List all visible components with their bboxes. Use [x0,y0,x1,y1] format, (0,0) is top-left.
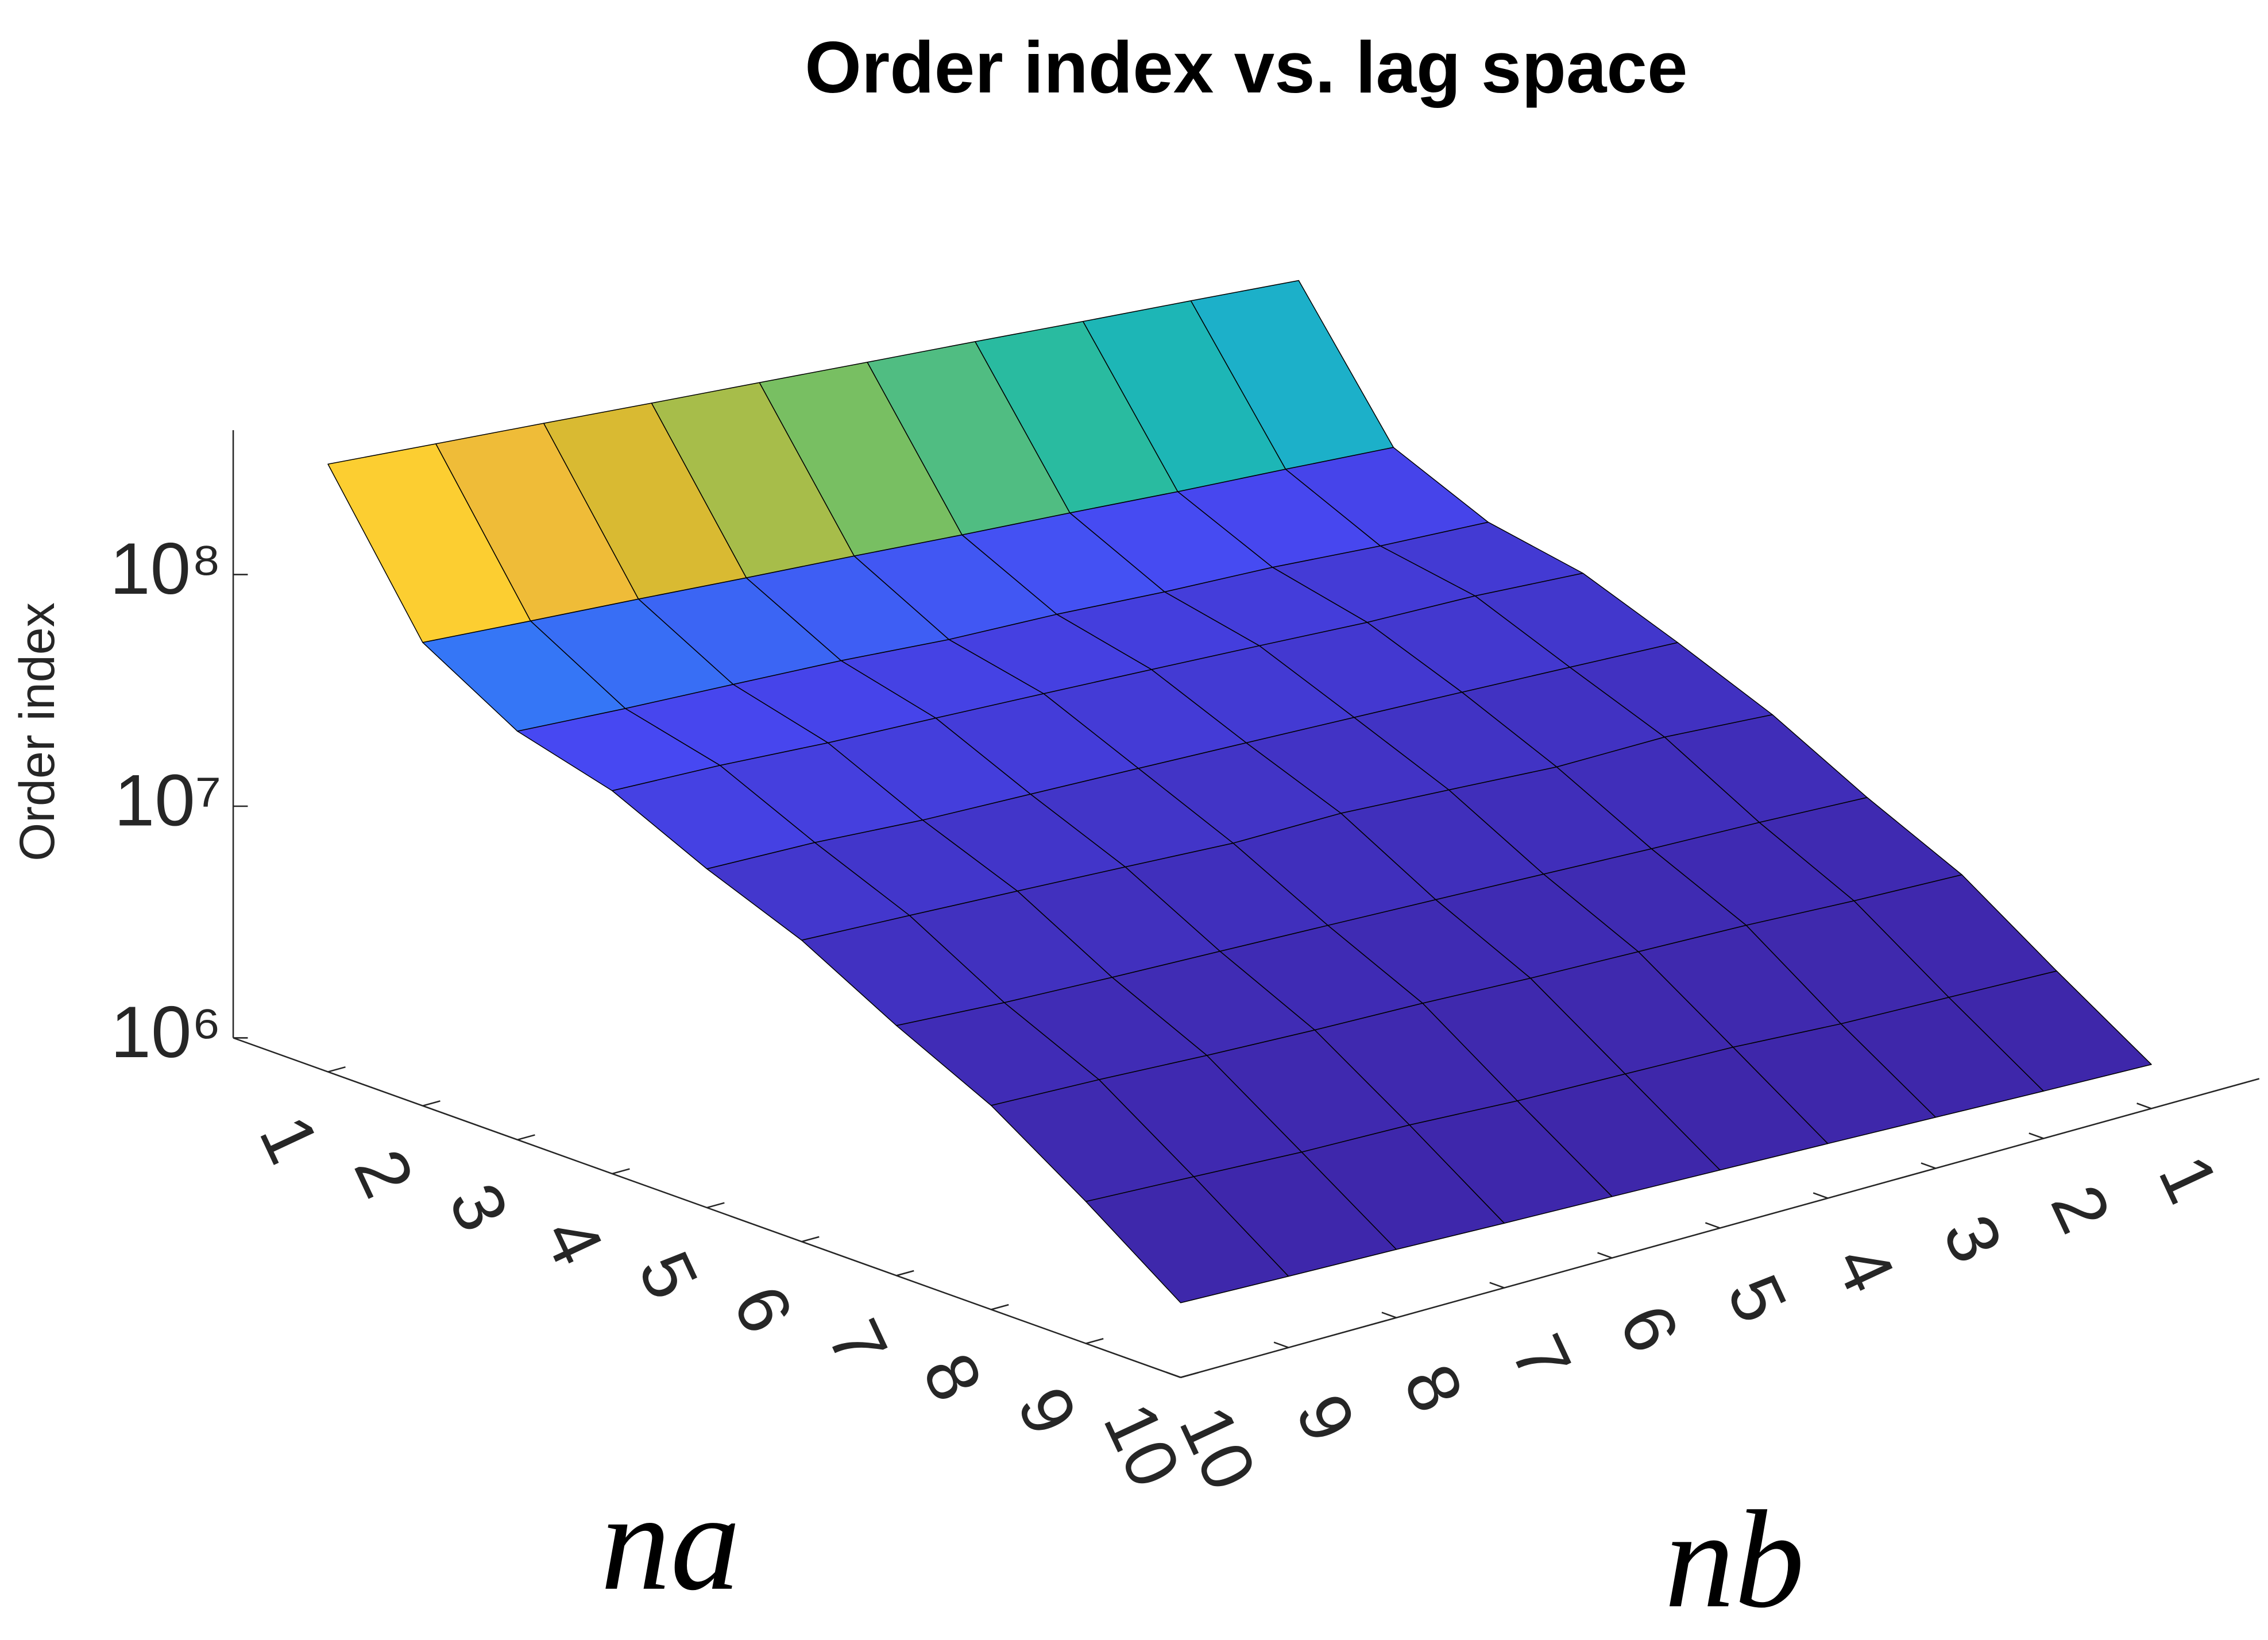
y-tick [1165,1371,1181,1378]
x-tick [612,1168,630,1175]
z-tick-label: 10⁶ [110,991,221,1073]
y-tick-label: 8 [1388,1352,1479,1424]
surface-face [1085,1176,1289,1304]
z-axis-label: Order index [10,602,65,861]
y-tick [2029,1132,2044,1139]
x-tick [517,1134,535,1141]
y-tick-label: 4 [1820,1233,1911,1304]
x-tick-label: 7 [813,1308,904,1379]
x-tick-label: 8 [907,1341,999,1413]
y-tick-label: 7 [1496,1322,1587,1394]
x-axis-label: na [601,1464,741,1619]
y-tick [2136,1103,2152,1109]
y-tick [1273,1341,1289,1348]
y-tick-label: 2 [2035,1173,2127,1244]
x-tick [706,1202,725,1209]
z-tick-label: 10⁷ [114,759,222,841]
x-tick [801,1236,820,1243]
y-tick-label: 10 [1164,1394,1272,1502]
x-tick-label: 5 [623,1239,714,1310]
x-tick-label: 4 [528,1205,620,1277]
x-tick [1180,1372,1199,1378]
x-tick [422,1100,441,1107]
y-tick [1489,1282,1505,1289]
x-tick-label: 2 [339,1138,430,1209]
x-tick [991,1304,1009,1310]
y-tick [1381,1312,1397,1318]
x-tick-label: 9 [1002,1375,1094,1446]
y-tick [1597,1252,1613,1259]
y-tick-label: 3 [1927,1203,2019,1274]
x-tick-label: 6 [718,1274,809,1345]
y-tick [1705,1222,1721,1229]
x-tick [1085,1338,1104,1344]
chart-title: Order index vs. lag space [805,26,1687,108]
y-tick-label: 1 [2143,1143,2235,1214]
y-tick [1813,1192,1828,1199]
x-tick [327,1066,346,1073]
y-axis-label: nb [1664,1482,1805,1637]
x-tick-label: 3 [434,1171,525,1243]
y-tick-label: 9 [1281,1382,1372,1453]
y-tick-label: 6 [1604,1293,1695,1364]
y-tick-label: 5 [1712,1263,1803,1334]
z-tick-label: 10⁸ [110,528,222,609]
x-tick [896,1270,914,1277]
y-tick [1921,1162,1936,1169]
x-tick-label: 1 [244,1104,335,1175]
